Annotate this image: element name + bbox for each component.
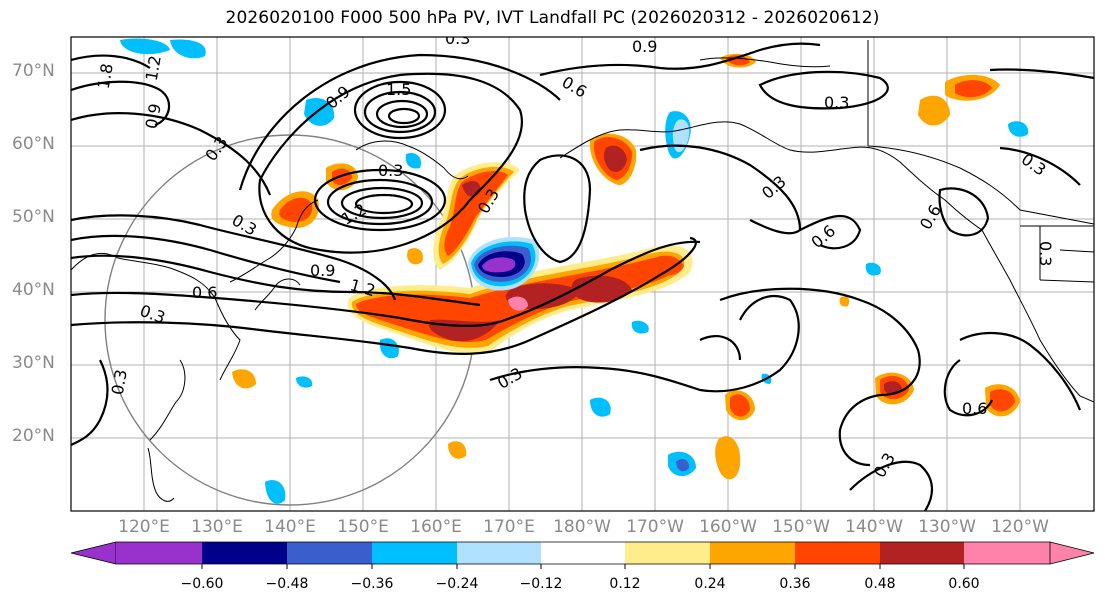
colorbar-high-extend (1049, 541, 1095, 565)
colorbar-segment (457, 542, 541, 564)
contour-label: 0.3 (108, 368, 131, 396)
colorbar-tick-label: 0.36 (779, 576, 811, 592)
longitude-label: 160°W (699, 517, 757, 537)
coastlines (71, 40, 1094, 502)
longitude-label: 150°W (772, 517, 830, 537)
colorbar-segment (116, 542, 202, 564)
contour-label: 0.6 (192, 283, 217, 302)
colorbar-tick-label: −0.12 (519, 576, 563, 592)
contour-label: 0.3 (445, 29, 470, 48)
colorbar-segment (202, 542, 287, 564)
colorbar-tick-label: −0.24 (435, 576, 479, 592)
colorbar-segment (287, 542, 372, 564)
colorbar-segment (710, 542, 795, 564)
colorbar-tick-label: 0.12 (609, 576, 641, 592)
latitude-label: 50°N (12, 207, 55, 227)
negative-blob-purple (482, 257, 516, 273)
contour-label: 0.9 (310, 261, 335, 280)
longitude-label: 130°W (918, 517, 976, 537)
colorbar-tick-label: −0.60 (180, 576, 224, 592)
latitude-label: 40°N (12, 280, 55, 300)
colorbar (70, 541, 1095, 569)
colorbar-segment (541, 542, 625, 564)
colorbar-tick-label: 0.48 (864, 576, 896, 592)
longitude-label: 180°W (553, 517, 611, 537)
colorbar-segment (795, 542, 880, 564)
longitude-label: 140°W (845, 517, 903, 537)
latitude-label: 30°N (12, 353, 55, 373)
contour-label: 0.9 (632, 37, 657, 56)
longitude-label: 160°E (410, 517, 462, 537)
longitude-label: 120°W (991, 517, 1049, 537)
colorbar-segment (625, 542, 710, 564)
latitude-label: 20°N (12, 426, 55, 446)
longitude-label: 170°W (626, 517, 684, 537)
map-frame (70, 36, 1095, 512)
latitude-label: 60°N (12, 134, 55, 154)
longitude-label: 170°E (483, 517, 535, 537)
longitude-label: 120°E (118, 517, 170, 537)
plume-pink (508, 296, 528, 311)
colorbar-segment (880, 542, 964, 564)
contour-label: 0.3 (378, 161, 403, 180)
contour-label: 1.8 (94, 62, 117, 90)
contour-label: 0.3 (1036, 241, 1055, 266)
latitude-label: 70°N (12, 61, 55, 81)
colorbar-tick-label: 0.24 (694, 576, 726, 592)
contour-label: 0.6 (962, 399, 987, 418)
colorbar-low-extend (70, 541, 117, 565)
longitude-label: 130°E (191, 517, 243, 537)
map-title: 2026020100 F000 500 hPa PV, IVT Landfall… (225, 8, 880, 28)
north-plume-red (444, 170, 508, 256)
colorbar-segment (372, 542, 457, 564)
colorbar-segment (964, 542, 1050, 564)
pv-contours (71, 42, 1094, 511)
contour-label: 0.9 (142, 102, 165, 130)
contour-label: 1.5 (386, 80, 411, 99)
longitude-label: 150°E (337, 517, 389, 537)
colorbar-tick-label: 0.60 (948, 576, 980, 592)
contour-label: 1.2 (142, 54, 165, 82)
colorbar-tick-label: −0.36 (350, 576, 394, 592)
longitude-label: 140°E (264, 517, 316, 537)
colorbar-tick-label: −0.48 (265, 576, 309, 592)
contour-label: 0.3 (824, 93, 849, 112)
